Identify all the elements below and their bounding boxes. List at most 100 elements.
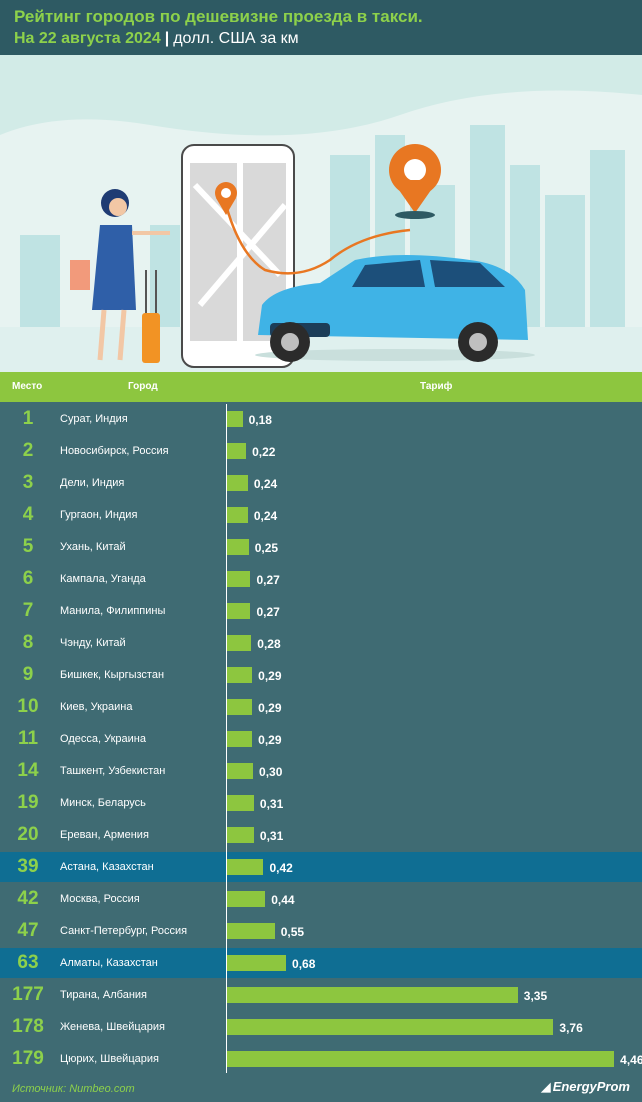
energyprom-logo-icon: ◢: [540, 1079, 551, 1094]
rank-label: 20: [17, 824, 39, 845]
rank-label: 42: [17, 888, 39, 909]
city-label: Манила, Филиппины: [60, 605, 166, 617]
location-pin-small-icon: [215, 182, 237, 215]
rank-label: 19: [17, 792, 39, 813]
bar: [227, 603, 251, 619]
bar: [227, 731, 253, 747]
bar: [227, 635, 252, 651]
axis-line: [226, 916, 227, 948]
bar: [227, 475, 248, 491]
value-label: 4,46: [620, 1053, 642, 1067]
city-label: Санкт-Петербург, Россия: [60, 925, 188, 937]
axis-line: [226, 628, 227, 660]
column-header: Место Город Тариф: [0, 372, 642, 402]
footer: Источник: Numbeo.com ◢ EnergyProm: [0, 1073, 642, 1102]
rank-label: 11: [17, 728, 39, 749]
bar: [227, 507, 248, 523]
city-label: Сурат, Индия: [60, 413, 128, 425]
table-row: 179 Цюрих, Швейцария 4,46: [0, 1044, 642, 1076]
value-label: 0,31: [259, 797, 284, 811]
table-row: 4 Гургаон, Индия 0,24: [0, 500, 642, 532]
rank-label: 39: [17, 856, 39, 877]
axis-line: [226, 468, 227, 500]
value-label: 0,24: [253, 477, 278, 491]
bar: [227, 699, 253, 715]
city-label: Астана, Казахстан: [60, 861, 154, 873]
rank-label: 10: [17, 696, 39, 717]
value-label: 0,24: [253, 509, 278, 523]
column-header-rank: Место: [12, 381, 43, 392]
city-label: Кампала, Уганда: [60, 573, 146, 585]
bar: [227, 1019, 554, 1035]
table-row: 42 Москва, Россия 0,44: [0, 884, 642, 916]
bar: [227, 571, 251, 587]
axis-line: [226, 948, 227, 980]
value-label: 0,44: [271, 893, 295, 907]
table-row: 19 Минск, Беларусь 0,31: [0, 788, 642, 820]
subtitle-separator: |: [164, 30, 170, 47]
axis-line: [226, 500, 227, 532]
suitcase: [142, 270, 160, 363]
rank-label: 5: [22, 536, 34, 557]
rank-label: 63: [17, 952, 39, 973]
table-row: 14 Ташкент, Узбекистан 0,30: [0, 756, 642, 788]
table-row: 6 Кампала, Уганда 0,27: [0, 564, 642, 596]
table-row: 5 Ухань, Китай 0,25: [0, 532, 642, 564]
value-label: 0,18: [248, 413, 272, 427]
city-label: Москва, Россия: [60, 893, 140, 905]
city-label: Бишкек, Кыргызстан: [60, 669, 165, 681]
value-label: 0,31: [259, 829, 284, 843]
woman-figure: [70, 189, 170, 361]
axis-line: [226, 852, 227, 884]
bar: [227, 955, 287, 971]
rank-label: 177: [12, 984, 44, 1005]
table-row: 8 Чэнду, Китай 0,28: [0, 628, 642, 660]
city-label: Чэнду, Китай: [60, 637, 126, 649]
value-label: 0,25: [254, 541, 279, 555]
bar: [227, 667, 253, 683]
table-row: 63 Алматы, Казахстан 0,68: [0, 948, 642, 980]
brand-logo: ◢ EnergyProm: [541, 1079, 630, 1095]
value-label: 0,42: [269, 861, 293, 875]
axis-line: [226, 884, 227, 916]
rank-label: 14: [17, 760, 39, 781]
axis-line: [226, 1012, 227, 1044]
city-label: Киев, Украина: [60, 701, 133, 713]
rank-label: 3: [22, 472, 34, 493]
table-row: 2 Новосибирск, Россия 0,22: [0, 436, 642, 468]
table-row: 7 Манила, Филиппины 0,27: [0, 596, 642, 628]
table-row: 178 Женева, Швейцария 3,76: [0, 1012, 642, 1044]
source-note: Источник: Numbeo.com: [12, 1083, 135, 1095]
value-label: 0,27: [256, 605, 280, 619]
city-label: Женева, Швейцария: [60, 1021, 165, 1033]
bar: [227, 443, 247, 459]
column-header-city: Город: [128, 381, 158, 392]
axis-line: [226, 756, 227, 788]
bar: [227, 763, 254, 779]
axis-line: [226, 404, 227, 436]
taxi-car: [255, 255, 535, 362]
value-label: 0,55: [280, 925, 305, 939]
axis-line: [226, 532, 227, 564]
rank-label: 179: [12, 1048, 44, 1069]
chart-subtitle: На 22 августа 2024 | долл. США за км: [14, 30, 299, 48]
value-label: 0,68: [292, 957, 316, 971]
rank-label: 4: [22, 504, 34, 525]
value-label: 0,29: [258, 733, 282, 747]
city-label: Минск, Беларусь: [60, 797, 146, 809]
value-label: 3,76: [559, 1021, 583, 1035]
axis-line: [226, 436, 227, 468]
rank-label: 9: [22, 664, 34, 685]
brand-name: EnergyProm: [552, 1079, 630, 1094]
rank-label: 6: [22, 568, 34, 589]
value-label: 0,27: [256, 573, 280, 587]
city-label: Дели, Индия: [60, 477, 125, 489]
value-label: 0,30: [259, 765, 283, 779]
table-row: 9 Бишкек, Кыргызстан 0,29: [0, 660, 642, 692]
bar: [227, 411, 243, 427]
location-pin-large-icon: [389, 144, 441, 219]
header: Рейтинг городов по дешевизне проезда в т…: [0, 0, 642, 60]
bar: [227, 891, 266, 907]
value-label: 0,29: [258, 701, 282, 715]
bar: [227, 987, 518, 1003]
